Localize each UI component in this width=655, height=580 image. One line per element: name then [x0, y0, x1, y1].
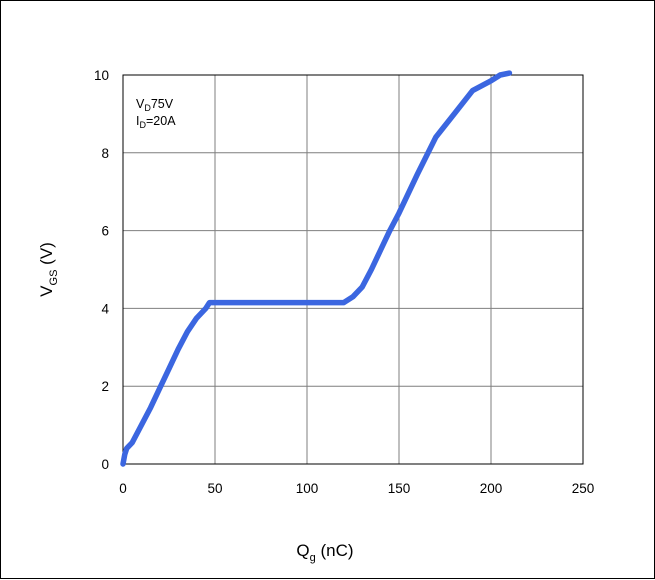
y-axis-ticks: 0 2 4 6 8 10	[94, 68, 110, 472]
x-axis-label-sub: g	[310, 552, 316, 564]
plot-area	[122, 74, 584, 465]
y-tick-label: 2	[101, 379, 109, 394]
x-axis-ticks: 0 50 100 150 200 250	[119, 481, 594, 496]
annotation-1: ID=20A	[136, 114, 176, 130]
y-tick-label: 8	[101, 146, 109, 161]
y-axis-label: VGS (V)	[37, 242, 60, 297]
y-tick-label: 10	[94, 68, 109, 83]
x-axis-label: Qg (nC)	[296, 541, 353, 564]
x-tick-label: 50	[207, 481, 222, 496]
x-tick-label: 150	[388, 481, 411, 496]
x-tick-label: 250	[572, 481, 595, 496]
x-axis-label-main: Q	[296, 541, 309, 560]
y-tick-label: 0	[101, 457, 109, 472]
annotation-0: VD75V	[136, 97, 174, 113]
y-tick-label: 6	[101, 224, 109, 239]
grid-lines	[122, 74, 584, 465]
x-tick-label: 0	[119, 481, 127, 496]
y-axis-label-unit: (V)	[37, 242, 56, 269]
y-tick-label: 4	[101, 301, 109, 316]
x-tick-label: 100	[296, 481, 319, 496]
series-line-0	[120, 70, 513, 467]
x-axis-label-unit: (nC)	[316, 541, 354, 560]
y-axis-label-sub: GS	[48, 270, 60, 286]
series-layer	[120, 70, 513, 467]
x-tick-label: 200	[480, 481, 503, 496]
y-axis-label-main: V	[37, 285, 56, 297]
